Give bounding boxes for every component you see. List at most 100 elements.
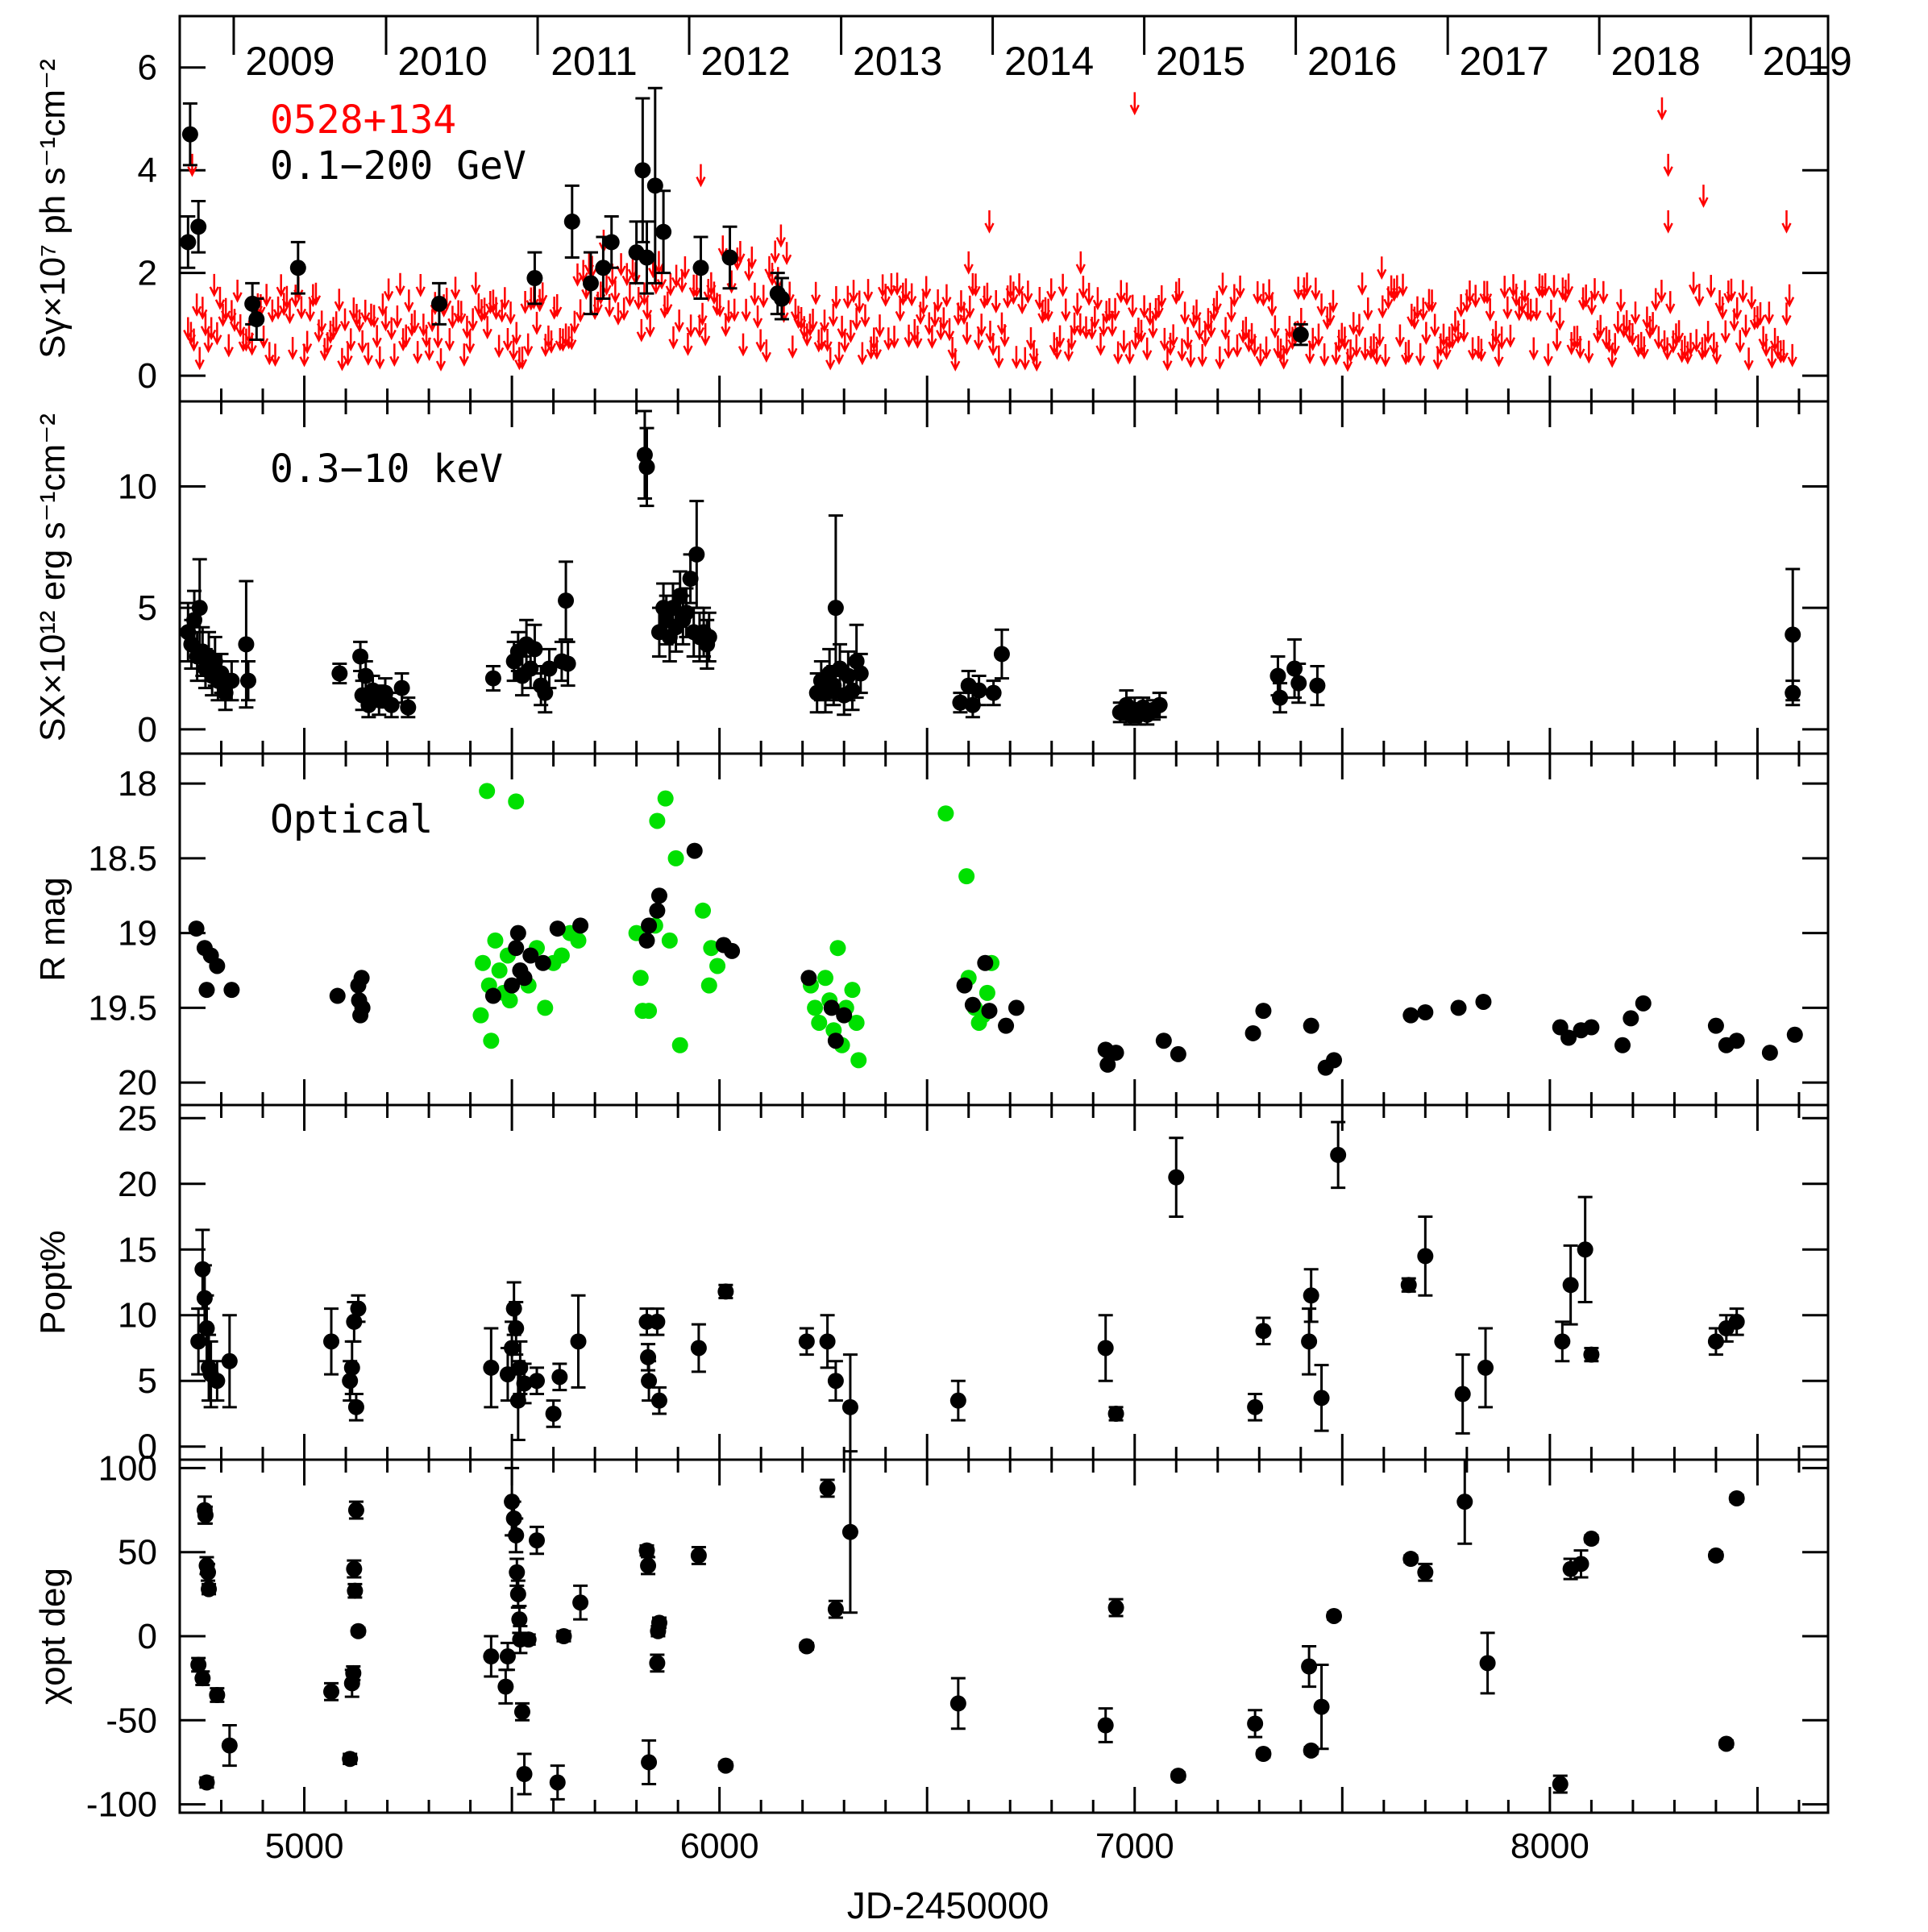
upper-limit-arrow <box>723 300 734 324</box>
xray-point <box>393 679 410 696</box>
polarization-point <box>196 1290 213 1307</box>
evpa-point <box>347 1582 364 1599</box>
optical-band-label: Optical <box>270 797 433 842</box>
upper-limit-arrow <box>962 322 972 346</box>
upper-limit-arrow <box>1148 315 1158 339</box>
upper-limit-arrow <box>538 282 548 306</box>
upper-limit-arrow <box>1703 321 1714 344</box>
upper-limit-arrow <box>1488 329 1498 352</box>
upper-limit-arrow <box>1129 92 1140 116</box>
polarization-point <box>819 1333 836 1350</box>
evpa-point <box>717 1757 734 1774</box>
polarization-point <box>1097 1340 1114 1357</box>
xray-point <box>223 672 240 689</box>
evpa-point <box>499 1648 516 1665</box>
gamma-detection-point <box>692 260 709 276</box>
upper-limit-arrow <box>1540 273 1551 297</box>
upper-limit-arrow <box>883 327 894 351</box>
upper-limit-arrow <box>1235 275 1245 299</box>
upper-limit-arrow <box>1767 345 1777 369</box>
optical-point-green <box>844 982 861 999</box>
upper-limit-arrow <box>1740 314 1751 339</box>
upper-limit-arrow <box>1032 348 1042 372</box>
optical-point-black <box>1170 1045 1186 1062</box>
upper-limit-arrow <box>456 301 467 325</box>
optical-point-green <box>475 954 492 971</box>
upper-limit-arrow <box>1313 323 1324 347</box>
polarization-point <box>827 1373 844 1390</box>
gamma-band-label: 0.1−200 GeV <box>270 143 526 189</box>
evpa-point <box>798 1638 815 1655</box>
upper-limit-arrow <box>1555 307 1565 331</box>
upper-limit-arrow <box>999 324 1010 347</box>
upper-limit-arrow <box>1430 314 1440 338</box>
optical-point-green <box>695 902 712 919</box>
upper-limit-arrow <box>1128 294 1138 318</box>
upper-limit-arrow <box>1781 302 1792 326</box>
upper-limit-arrow <box>1165 332 1176 356</box>
upper-limit-arrow <box>1531 297 1542 322</box>
upper-limit-arrow <box>912 326 923 349</box>
upper-limit-arrow <box>395 272 405 297</box>
upper-limit-arrow <box>921 276 932 300</box>
y-tick-label: 18.5 <box>88 839 157 879</box>
upper-limit-arrow <box>840 330 850 353</box>
optical-point-black <box>223 982 240 999</box>
gamma-detection-point <box>655 223 672 240</box>
optical-point-black <box>516 970 533 987</box>
upper-limit-arrow <box>848 280 859 304</box>
upper-limit-arrow <box>1497 326 1507 350</box>
upper-limit-arrow <box>1023 280 1033 304</box>
upper-limit-arrow <box>904 324 914 348</box>
upper-limit-arrow <box>636 318 646 343</box>
x-tick-label: 7000 <box>1095 1826 1174 1866</box>
optical-point-black <box>1155 1032 1172 1049</box>
optical-point-black <box>188 920 205 937</box>
polarization-point <box>505 1300 522 1317</box>
upper-limit-arrow <box>540 334 551 357</box>
optical-point-black <box>1707 1017 1724 1034</box>
optical-point-black <box>1623 1010 1639 1027</box>
xray-point <box>682 571 699 588</box>
upper-limit-arrow <box>409 310 420 334</box>
upper-limit-arrow <box>459 343 469 367</box>
polarization-point <box>323 1333 340 1350</box>
upper-limit-arrow <box>1548 275 1560 299</box>
upper-limit-arrow <box>892 272 903 297</box>
upper-limit-arrow <box>1519 280 1531 304</box>
upper-limit-arrow <box>1011 346 1022 370</box>
evpa-point <box>1303 1742 1319 1759</box>
upper-limit-arrow <box>1200 324 1211 347</box>
evpa-point <box>827 1601 844 1618</box>
evpa-point <box>549 1774 566 1791</box>
upper-limit-arrow <box>1648 312 1658 335</box>
upper-limit-arrow <box>1354 314 1365 338</box>
upper-limit-arrow <box>447 305 458 330</box>
optical-point-green <box>632 970 649 987</box>
upper-limit-arrow <box>1057 273 1068 297</box>
upper-limit-arrow <box>833 342 845 365</box>
upper-limit-arrow <box>697 302 708 326</box>
upper-limit-arrow <box>1691 329 1702 353</box>
upper-limit-arrow <box>1563 273 1574 297</box>
evpa-point <box>190 1656 207 1673</box>
upper-limit-arrow <box>1142 337 1153 361</box>
upper-limit-arrow <box>1217 272 1228 297</box>
y-tick-label: 25 <box>118 1099 157 1138</box>
upper-limit-arrow <box>1456 294 1466 318</box>
evpa-point <box>520 1631 537 1648</box>
upper-limit-arrow <box>1688 272 1699 296</box>
x-tick-label: 6000 <box>680 1826 759 1866</box>
xray-point <box>827 600 844 617</box>
optical-point-black <box>549 920 566 937</box>
year-label: 2017 <box>1460 39 1549 84</box>
upper-limit-arrow <box>1465 280 1475 304</box>
optical-point-black <box>836 1007 853 1024</box>
optical-point-green <box>508 793 525 810</box>
upper-limit-arrow <box>1398 273 1408 297</box>
upper-limit-arrow <box>206 317 217 341</box>
evpa-point <box>513 1703 530 1720</box>
optical-point-black <box>353 970 370 987</box>
upper-limit-arrow <box>941 284 952 308</box>
evpa-point <box>221 1737 238 1754</box>
